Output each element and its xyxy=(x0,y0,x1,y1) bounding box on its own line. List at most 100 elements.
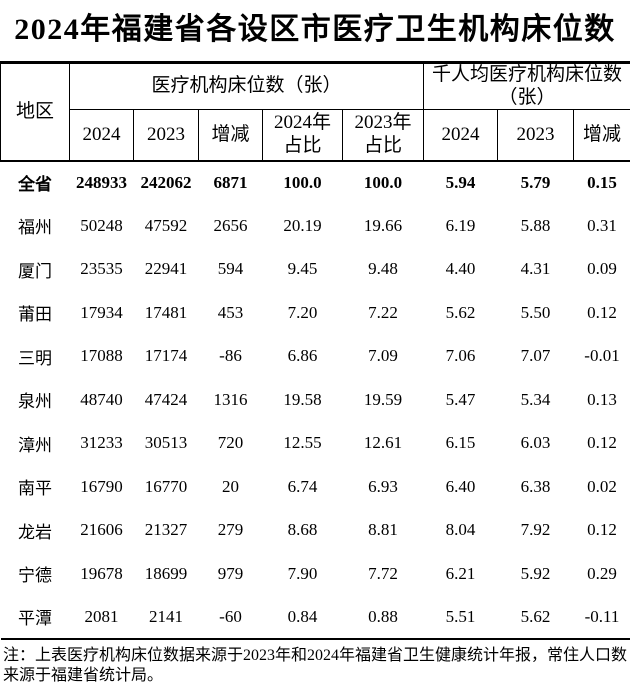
value-cell: 248933 xyxy=(76,172,127,192)
value-cell: 2141 xyxy=(149,606,183,626)
column-header-pt-2024: 2024 xyxy=(423,109,498,162)
value-cell: 7.72 xyxy=(368,563,398,583)
group-header-beds: 医疗机构床位数（张） xyxy=(69,62,424,110)
value-cell: 50248 xyxy=(80,215,123,235)
column-header-row: 2024 2023 增减 2024年 占比 2023年 占比 2024 2023… xyxy=(1,109,630,162)
region-label: 厦门 xyxy=(18,261,52,281)
value-cell: 7.20 xyxy=(287,302,318,322)
value-cell: 12.61 xyxy=(363,433,403,453)
group-header-beds-per-thousand: 千人均医疗机构床位数 （张） xyxy=(423,62,630,110)
value-cell: 7.22 xyxy=(368,302,398,322)
region-label: 龙岩 xyxy=(18,522,52,542)
table-row: 龙岩 21606 21327 279 8.68 8.81 8.04 7.92 0.12 xyxy=(1,509,630,553)
value-cell: 5.50 xyxy=(520,302,551,322)
column-header-share-2023: 2023年 占比 xyxy=(342,109,424,162)
value-cell: 0.84 xyxy=(287,606,318,626)
value-cell: 48740 xyxy=(80,389,123,409)
value-cell: 5.94 xyxy=(445,172,476,192)
value-cell: 16770 xyxy=(144,476,188,496)
region-label: 全省 xyxy=(18,175,52,195)
value-cell: 6.74 xyxy=(287,476,318,496)
value-cell: 242062 xyxy=(140,172,192,192)
value-cell: -60 xyxy=(219,606,242,626)
region-label: 漳州 xyxy=(18,435,52,455)
value-cell: 8.04 xyxy=(445,520,476,540)
value-cell: 47424 xyxy=(144,389,188,409)
value-cell: 9.48 xyxy=(368,259,398,279)
value-cell: 2656 xyxy=(213,215,248,235)
value-cell: 19.59 xyxy=(363,389,403,409)
value-cell: 5.51 xyxy=(445,606,476,626)
value-cell: 0.09 xyxy=(587,259,617,279)
value-cell: 6.19 xyxy=(445,215,476,235)
value-cell: 279 xyxy=(217,520,244,540)
table-row: 宁德 19678 18699 979 7.90 7.72 6.21 5.92 0.29 xyxy=(1,552,630,596)
value-cell: 6.15 xyxy=(445,433,476,453)
region-label: 三明 xyxy=(18,348,52,368)
value-cell: 21606 xyxy=(80,520,123,540)
value-cell: 6.93 xyxy=(368,476,398,496)
value-cell: 6.40 xyxy=(445,476,476,496)
value-cell: 5.62 xyxy=(520,606,551,626)
value-cell: 5.62 xyxy=(445,302,476,322)
table-row: 厦门 23535 22941 594 9.45 9.48 4.40 4.31 0.09 xyxy=(1,248,630,292)
value-cell: 0.88 xyxy=(368,606,398,626)
table-row: 全省 248933 242062 6871 100.0 100.0 5.94 5.79 0.15 xyxy=(1,161,630,205)
value-cell: 47592 xyxy=(144,215,188,235)
column-header-change: 增减 xyxy=(198,109,263,162)
value-cell: 19.58 xyxy=(283,389,322,409)
value-cell: 720 xyxy=(217,433,244,453)
table-row: 平潭 2081 2141 -60 0.84 0.88 5.51 5.62 -0.11 xyxy=(1,596,630,640)
corner-header-region: 地区 xyxy=(0,62,70,162)
value-cell: 7.07 xyxy=(520,346,551,366)
column-header-pt-change: 增减 xyxy=(573,109,630,162)
footnote: 注：上表医疗机构床位数据来源于2023年和2024年福建省卫生健康统计年报，常住… xyxy=(3,647,628,685)
value-cell: 17174 xyxy=(144,346,188,366)
value-cell: -0.01 xyxy=(584,346,620,366)
value-cell: 0.13 xyxy=(587,389,617,409)
value-cell: 4.31 xyxy=(520,259,551,279)
value-cell: 8.68 xyxy=(287,520,318,540)
value-cell: 31233 xyxy=(80,433,123,453)
column-header-2024: 2024 xyxy=(69,109,134,162)
value-cell: 19.66 xyxy=(363,215,403,235)
table-row: 南平 16790 16770 20 6.74 6.93 6.40 6.38 0.02 xyxy=(1,465,630,509)
value-cell: 8.81 xyxy=(368,520,398,540)
value-cell: 6.38 xyxy=(520,476,551,496)
page-title: 2024年福建省各设区市医疗卫生机构床位数 xyxy=(14,13,616,46)
value-cell: 20.19 xyxy=(283,215,322,235)
region-label: 莆田 xyxy=(18,305,52,325)
value-cell: 6.86 xyxy=(287,346,318,366)
value-cell: 5.79 xyxy=(520,172,551,192)
value-cell: 0.12 xyxy=(587,433,617,453)
region-label: 平潭 xyxy=(18,609,52,629)
value-cell: -0.11 xyxy=(584,606,620,626)
value-cell: 4.40 xyxy=(445,259,476,279)
value-cell: 18699 xyxy=(144,563,188,583)
table-row: 泉州 48740 47424 1316 19.58 19.59 5.47 5.34 0.13 xyxy=(1,378,630,422)
value-cell: 0.12 xyxy=(587,520,617,540)
value-cell: 2081 xyxy=(84,606,119,626)
value-cell: 30513 xyxy=(144,433,188,453)
value-cell: 594 xyxy=(217,259,244,279)
value-cell: 19678 xyxy=(80,563,123,583)
table-row: 福州 50248 47592 2656 20.19 19.66 6.19 5.88 0.31 xyxy=(1,204,630,248)
value-cell: 5.92 xyxy=(520,563,551,583)
column-header-2023: 2023 xyxy=(133,109,199,162)
table-row: 三明 17088 17174 -86 6.86 7.09 7.06 7.07 -0.01 xyxy=(1,335,630,379)
value-cell: 5.34 xyxy=(520,389,551,409)
column-header-pt-2023: 2023 xyxy=(497,109,574,162)
value-cell: 12.55 xyxy=(283,433,322,453)
value-cell: 0.15 xyxy=(587,172,617,192)
value-cell: 17481 xyxy=(144,302,188,322)
value-cell: 100.0 xyxy=(363,172,403,192)
table-body: 全省 248933 242062 6871 100.0 100.0 5.94 5.79 0.15… xyxy=(1,161,630,640)
region-label: 福州 xyxy=(18,218,52,238)
beds-table: 地区 医疗机构床位数（张） 千人均医疗机构床位数 （张） 2024 2023 增… xyxy=(0,61,630,640)
region-label: 泉州 xyxy=(18,392,52,412)
value-cell: 6.21 xyxy=(445,563,476,583)
region-label: 宁德 xyxy=(18,566,52,586)
value-cell: 22941 xyxy=(144,259,188,279)
value-cell: 16790 xyxy=(80,476,123,496)
